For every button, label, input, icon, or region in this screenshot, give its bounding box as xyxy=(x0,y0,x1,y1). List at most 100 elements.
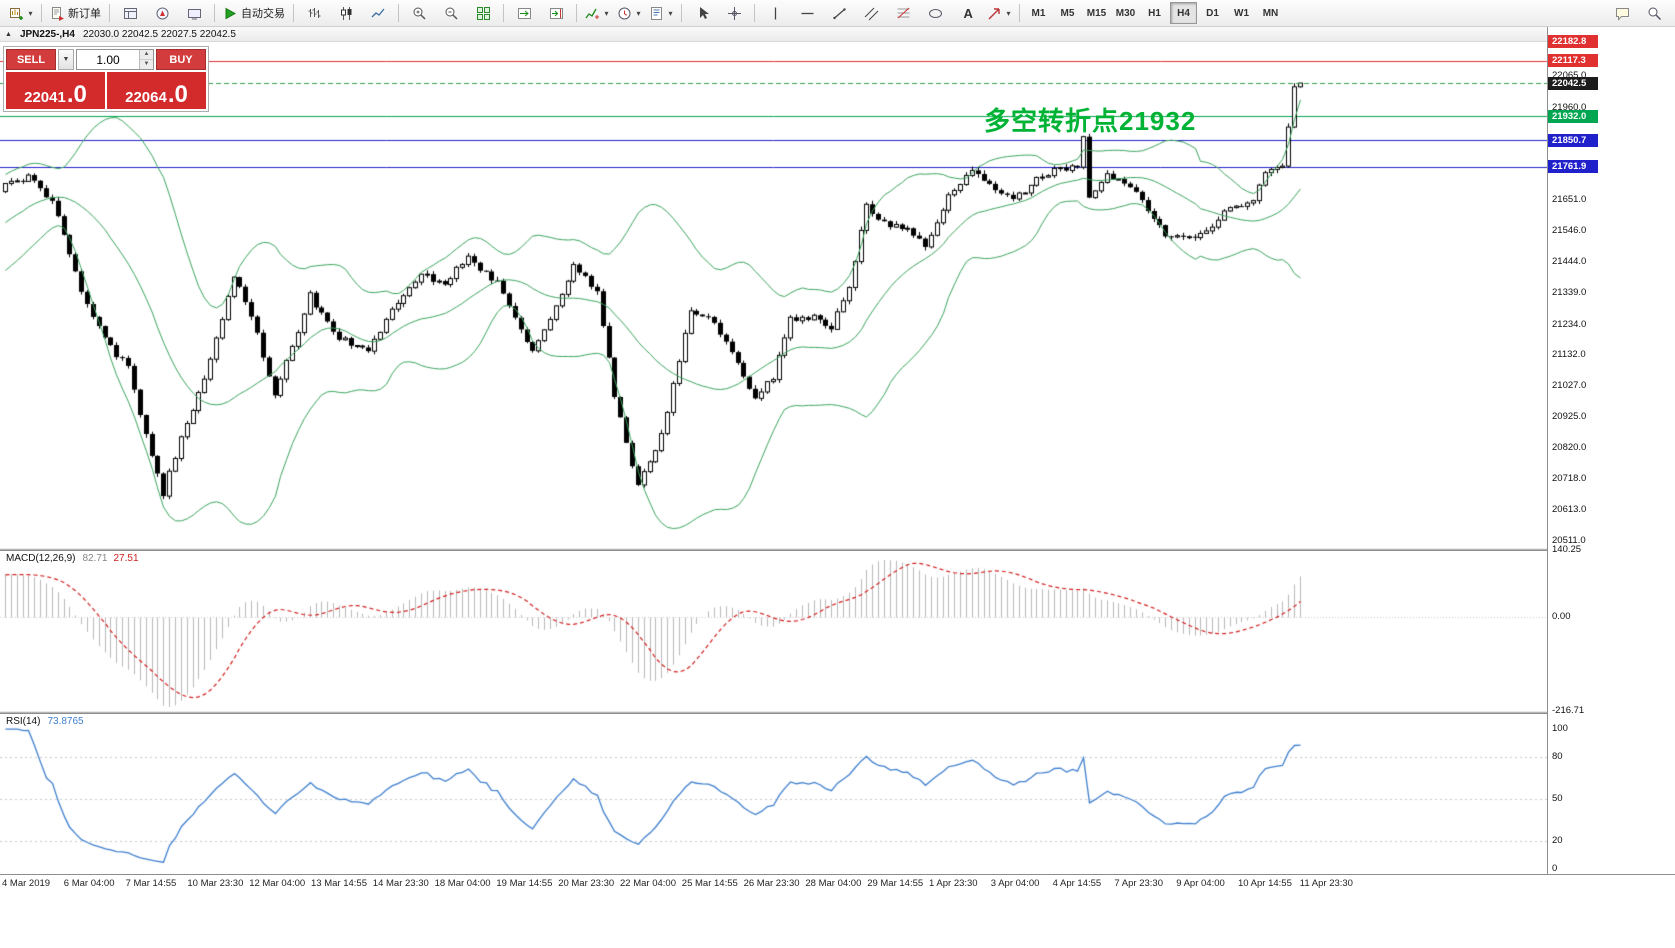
chart-shift-icon xyxy=(549,7,563,19)
timeframe-button-M15[interactable]: M15 xyxy=(1086,7,1107,19)
tile-windows-icon xyxy=(476,6,490,20)
ask-price-pips: .0 xyxy=(167,80,188,108)
price-scale-label: 21132.0 xyxy=(1552,349,1586,361)
time-axis-label: 11 Apr 23:30 xyxy=(1299,878,1353,889)
indicators-icon xyxy=(585,8,600,19)
timeframe-button-MN[interactable]: MN xyxy=(1262,7,1279,19)
toolbar-button-arrows-tool[interactable]: ▾ xyxy=(983,1,1015,25)
sell-button[interactable]: SELL xyxy=(6,49,56,70)
time-axis-label: 6 Mar 04:00 xyxy=(63,878,115,889)
toolbar-button-auto-scroll[interactable] xyxy=(508,1,540,25)
timeframe-button-M5[interactable]: M5 xyxy=(1060,7,1075,19)
macd-main-value: 82.71 xyxy=(82,553,108,564)
rsi-canvas[interactable] xyxy=(0,714,1547,874)
toolbar-button-chart-shift[interactable] xyxy=(540,1,572,25)
chart-annotation: 多空转折点21932 xyxy=(984,106,1197,136)
bid-price-display[interactable]: 22041 .0 xyxy=(6,72,105,109)
time-axis-label: 22 Mar 04:00 xyxy=(620,878,676,889)
timeframe-button-M1[interactable]: M1 xyxy=(1031,7,1046,19)
time-axis[interactable]: 4 Mar 2019 6 Mar 04:00 7 Mar 14:55 10 Mar 2… xyxy=(0,874,1675,892)
chart-symbol-title: JPN225-,H4 xyxy=(19,28,75,40)
toolbar-button-candle-chart[interactable] xyxy=(330,1,362,25)
toolbar-button-tile-windows[interactable] xyxy=(467,1,499,25)
macd-name: MACD(12,26,9) xyxy=(6,553,76,564)
toolbar-separator xyxy=(1019,4,1020,22)
toolbar-button-bar-chart[interactable] xyxy=(298,1,330,25)
text-icon: A xyxy=(963,6,973,21)
timeframe-button-H4[interactable]: H4 xyxy=(1170,2,1197,24)
price-scale-badge: 21932.0 xyxy=(1548,109,1598,123)
macd-canvas[interactable] xyxy=(0,551,1547,711)
fibonacci-icon xyxy=(897,7,909,18)
stepper-up-icon[interactable]: ▲ xyxy=(140,50,153,60)
stepper-down-icon[interactable]: ▼ xyxy=(140,60,153,69)
toolbar-button-auto-trading[interactable]: 自动交易 xyxy=(219,1,289,25)
macd-indicator-label: MACD(12,26,9) 82.71 27.51 xyxy=(6,553,139,564)
price-scale-label: 21960.0 xyxy=(1552,101,1587,113)
toolbar-button-new-chart[interactable]: ▾ xyxy=(5,1,37,25)
price-scale-label: 21651.0 xyxy=(1552,194,1587,205)
arrows-icon xyxy=(988,7,1001,19)
rsi-scale-label: 80 xyxy=(1552,751,1563,762)
ask-price-display[interactable]: 22064 .0 xyxy=(107,72,206,109)
price-scale-badge: 22042.5 xyxy=(1548,76,1598,90)
toolbar-button-trendline[interactable] xyxy=(823,1,855,25)
toolbar-button-periods[interactable]: ▾ xyxy=(613,1,645,25)
price-scale[interactable]: 22170.022065.021960.021651.021546.021444… xyxy=(1547,27,1675,874)
volume-input[interactable] xyxy=(77,50,139,69)
toolbar-button-indicators-list[interactable]: ▾ xyxy=(581,1,613,25)
chevron-down-icon: ▾ xyxy=(604,8,609,18)
toolbar-button-templates[interactable]: ▾ xyxy=(645,1,677,25)
toolbar-button-market-watch[interactable] xyxy=(114,1,146,25)
candle-chart-icon xyxy=(340,6,351,20)
timeframe-button-W1[interactable]: W1 xyxy=(1234,7,1249,19)
time-axis-label: 19 Mar 14:55 xyxy=(496,878,553,889)
toolbar-button-zoom-out[interactable] xyxy=(435,1,467,25)
panel-splitter[interactable] xyxy=(0,548,1675,551)
chart-ohlc-values: 22030.0 22042.5 22027.5 22042.5 xyxy=(82,28,236,40)
volume-stepper[interactable]: ▲ ▼ xyxy=(139,50,153,69)
time-axis-label: 10 Mar 23:30 xyxy=(187,878,244,889)
toolbar-button-vertical-line[interactable] xyxy=(759,1,791,25)
toolbar-button-text-tool[interactable]: A xyxy=(951,1,983,25)
collapse-chart-icon[interactable]: ▲ xyxy=(5,30,12,38)
timeframe-button-D1[interactable]: D1 xyxy=(1206,7,1219,19)
toolbar-button-chat[interactable] xyxy=(1606,1,1638,25)
channel-icon xyxy=(864,7,878,20)
toolbar-button-search[interactable] xyxy=(1638,1,1670,25)
buy-button[interactable]: BUY xyxy=(156,49,206,70)
search-icon xyxy=(1648,7,1661,20)
vline-icon xyxy=(774,7,776,19)
toolbar-button-shapes[interactable] xyxy=(919,1,951,25)
timeframe-button-M30[interactable]: M30 xyxy=(1115,7,1136,19)
one-click-trading-panel: SELL ▼ ▲ ▼ BUY 22041 .0 22064 .0 xyxy=(3,46,209,112)
trade-settings-dropdown[interactable]: ▼ xyxy=(58,49,74,70)
toolbar-button-fibonacci[interactable] xyxy=(887,1,919,25)
price-scale-badge: 21761.9 xyxy=(1548,160,1598,174)
toolbar-button-horizontal-line[interactable] xyxy=(791,1,823,25)
toolbar-button-crosshair[interactable] xyxy=(718,1,750,25)
toolbar-separator xyxy=(109,4,110,22)
timeframe-button-H1[interactable]: H1 xyxy=(1148,7,1161,19)
toolbar-button-cursor[interactable] xyxy=(686,1,718,25)
time-axis-label: 7 Apr 23:30 xyxy=(1114,878,1163,889)
price-scale-label: 21339.0 xyxy=(1552,287,1587,299)
panel-splitter[interactable] xyxy=(0,711,1675,714)
toolbar-button-new-order[interactable]: 新订单 xyxy=(46,1,105,25)
toolbar-separator xyxy=(41,4,42,22)
crosshair-icon xyxy=(727,6,741,20)
toolbar-button-line-chart[interactable] xyxy=(362,1,394,25)
price-scale-label: 22065.0 xyxy=(1552,71,1586,81)
bid-price-pips: .0 xyxy=(66,80,87,108)
toolbar-button-zoom-in[interactable] xyxy=(403,1,435,25)
toolbar-separator xyxy=(681,4,682,22)
line-chart-icon xyxy=(371,8,384,17)
chart-title-strip: ▲ JPN225-,H4 22030.0 22042.5 22027.5 220… xyxy=(0,27,1547,42)
shapes-icon xyxy=(928,8,942,18)
toolbar-button-navigator[interactable] xyxy=(146,1,178,25)
macd-signal-value: 27.51 xyxy=(113,553,139,564)
market-watch-icon xyxy=(123,7,137,19)
main-chart-canvas[interactable] xyxy=(0,42,1547,548)
toolbar-button-terminal[interactable] xyxy=(178,1,210,25)
toolbar-button-equidistant-channel[interactable] xyxy=(855,1,887,25)
